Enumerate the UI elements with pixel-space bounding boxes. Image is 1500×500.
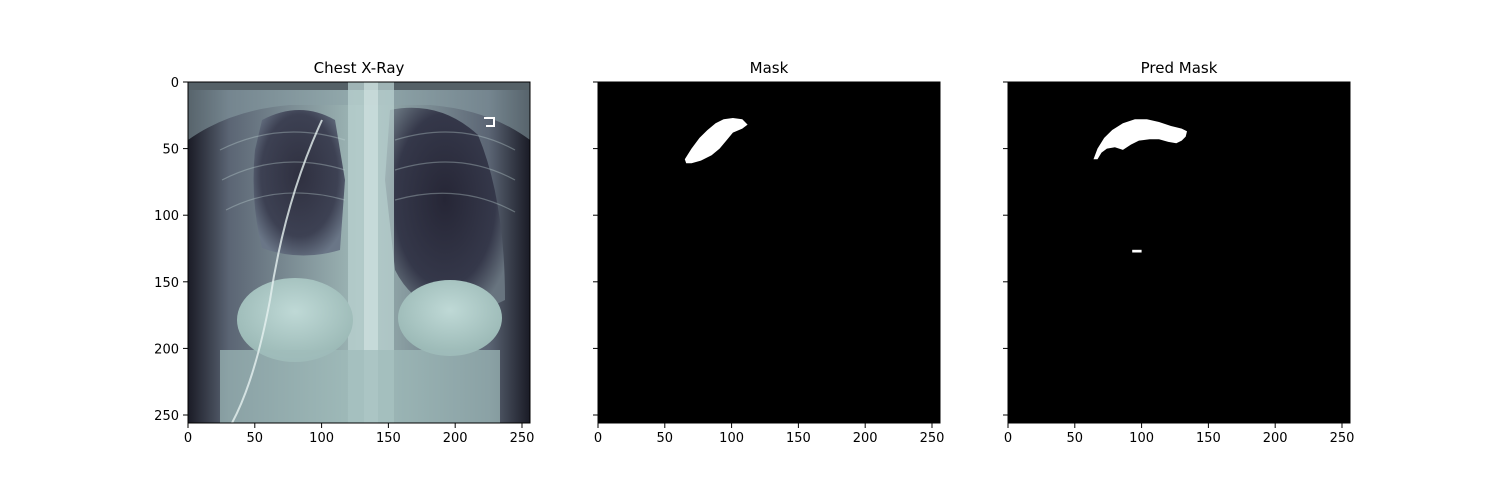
x-axis: 0 50 100 150 200 250 (184, 423, 535, 446)
x-tick-label: 100 (1129, 431, 1154, 446)
y-axis: 0 50 100 150 200 250 (154, 76, 188, 424)
panel-title: Chest X-Ray (314, 59, 405, 77)
predicted-small-spot (1132, 249, 1142, 253)
x-tick-label: 200 (853, 431, 878, 446)
y-tick-label: 100 (154, 209, 179, 224)
mask-image (598, 82, 940, 423)
x-tick-label: 50 (247, 431, 264, 446)
x-tick-label: 150 (786, 431, 811, 446)
x-tick-label: 200 (1263, 431, 1288, 446)
predicted-upper-lung-region (1093, 119, 1187, 160)
mask-regions (684, 118, 748, 164)
x-tick-label: 200 (443, 431, 468, 446)
xray-image (188, 82, 530, 423)
panel-title: Pred Mask (1141, 59, 1218, 77)
x-tick-label: 150 (376, 431, 401, 446)
x-tick-label: 250 (510, 431, 535, 446)
x-axis: 0 50 100 150 200 250 (594, 423, 945, 446)
axes-frame (187, 81, 531, 424)
x-tick-label: 150 (1196, 431, 1221, 446)
y-axis (1003, 81, 1008, 416)
x-tick-label: 0 (1004, 431, 1012, 446)
axes-frame (597, 81, 941, 424)
y-tick-label: 50 (162, 143, 179, 158)
x-tick-label: 50 (1067, 431, 1084, 446)
x-tick-label: 250 (1330, 431, 1355, 446)
x-tick-label: 50 (657, 431, 674, 446)
y-tick-label: 150 (154, 276, 179, 291)
x-tick-label: 250 (920, 431, 945, 446)
x-tick-label: 0 (594, 431, 602, 446)
pred-mask-regions (1093, 119, 1187, 253)
panel-pred-mask: Pred Mask 0 50 100 150 200 250 (1003, 59, 1354, 446)
x-tick-label: 100 (719, 431, 744, 446)
upper-lung-region (684, 118, 748, 164)
y-axis (593, 81, 598, 416)
x-tick-label: 0 (184, 431, 192, 446)
y-tick-label: 0 (171, 76, 179, 91)
y-tick-label: 200 (154, 342, 179, 357)
y-tick-label: 250 (154, 409, 179, 424)
panel-chest-xray: Chest X-Ray (154, 59, 534, 446)
x-tick-label: 100 (309, 431, 334, 446)
panel-title: Mask (750, 59, 789, 77)
x-axis: 0 50 100 150 200 250 (1004, 423, 1355, 446)
axes-frame (1007, 81, 1351, 424)
panel-mask: Mask 0 50 100 150 200 250 (593, 59, 944, 446)
